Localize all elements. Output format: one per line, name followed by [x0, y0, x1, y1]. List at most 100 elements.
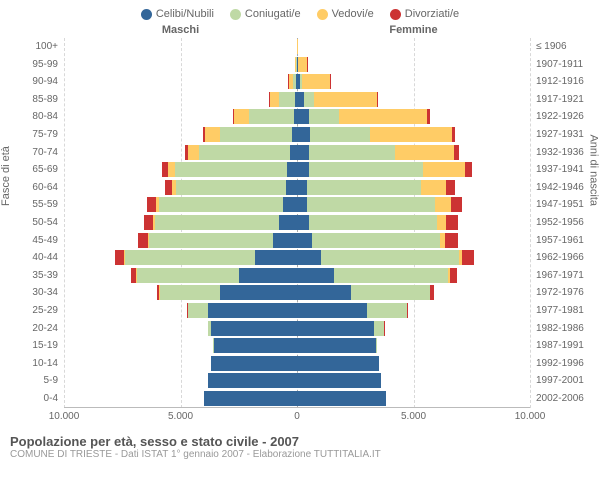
bar-segment	[136, 268, 239, 283]
birth-label: 1997-2001	[530, 372, 584, 390]
bar-segment	[147, 197, 156, 212]
age-label: 85-89	[32, 91, 64, 109]
bar-segment	[376, 338, 377, 353]
legend-divorziati: Divorziati/e	[390, 8, 459, 20]
bar-segment	[307, 180, 421, 195]
female-half	[297, 161, 530, 179]
bar-segment	[446, 180, 455, 195]
male-half	[64, 267, 297, 285]
female-half	[297, 320, 530, 338]
bar-segment	[279, 215, 297, 230]
age-row: 15-191987-1991	[64, 337, 530, 355]
age-row: 30-341972-1976	[64, 284, 530, 302]
bar-segment	[297, 303, 367, 318]
legend-coniugati: Coniugati/e	[230, 8, 301, 20]
bar-segment	[312, 233, 440, 248]
bar-segment	[452, 127, 455, 142]
bar-segment	[144, 215, 154, 230]
birth-label: 1982-1986	[530, 320, 584, 338]
bar-segment	[279, 92, 295, 107]
legend-label: Vedovi/e	[332, 8, 374, 20]
bar-segment	[149, 233, 272, 248]
legend-swatch-divorziati	[390, 9, 401, 20]
age-row: 40-441962-1966	[64, 249, 530, 267]
bar-segment	[321, 250, 458, 265]
age-label: 40-44	[32, 249, 64, 267]
bar-segment	[205, 127, 219, 142]
bar-segment	[297, 92, 304, 107]
y-axis-left-title: Fasce di età	[0, 146, 12, 206]
bar-segment	[176, 180, 286, 195]
male-half	[64, 337, 297, 355]
bar-segment	[233, 109, 234, 124]
male-half	[64, 126, 297, 144]
bar-segment	[309, 162, 423, 177]
bar-segment	[367, 303, 407, 318]
male-half	[64, 196, 297, 214]
bar-segment	[445, 233, 458, 248]
bar-segment	[208, 303, 297, 318]
bar-segment	[437, 215, 446, 230]
male-half	[64, 144, 297, 162]
birth-label: 1957-1961	[530, 232, 584, 250]
birth-label: 1932-1936	[530, 144, 584, 162]
male-half	[64, 179, 297, 197]
bar-segment	[165, 180, 172, 195]
birth-label: 1917-1921	[530, 91, 584, 109]
male-half	[64, 372, 297, 390]
female-half	[297, 267, 530, 285]
age-label: 90-94	[32, 73, 64, 91]
bar-segment	[450, 268, 457, 283]
male-half	[64, 91, 297, 109]
bar-segment	[377, 92, 378, 107]
age-row: 25-291977-1981	[64, 302, 530, 320]
bar-segment	[374, 321, 384, 336]
birth-label: 2002-2006	[530, 390, 584, 408]
bar-segment	[168, 162, 175, 177]
male-half	[64, 214, 297, 232]
age-row: 35-391967-1971	[64, 267, 530, 285]
birth-label: 1987-1991	[530, 337, 584, 355]
bar-segment	[153, 215, 155, 230]
female-half	[297, 337, 530, 355]
age-label: 10-14	[32, 355, 64, 373]
male-half	[64, 108, 297, 126]
bar-segment	[297, 285, 351, 300]
bar-segment	[203, 127, 205, 142]
age-row: 100+≤ 1906	[64, 38, 530, 56]
legend-celibi: Celibi/Nubili	[141, 8, 214, 20]
bar-segment	[175, 162, 287, 177]
bar-segment	[220, 127, 292, 142]
chart-container: Celibi/Nubili Coniugati/e Vedovi/e Divor…	[0, 0, 600, 500]
bar-segment	[172, 180, 177, 195]
footer: Popolazione per età, sesso e stato civil…	[0, 428, 600, 460]
bar-segment	[125, 250, 255, 265]
x-tick: 10.000	[515, 411, 546, 422]
bar-segment	[211, 321, 297, 336]
bar-segment	[289, 74, 293, 89]
footer-subtitle: COMUNE DI TRIESTE - Dati ISTAT 1° gennai…	[10, 449, 590, 460]
bar-segment	[234, 109, 249, 124]
bar-segment	[188, 145, 198, 160]
age-row: 45-491957-1961	[64, 232, 530, 250]
bar-segment	[255, 250, 297, 265]
bar-segment	[297, 233, 312, 248]
age-label: 55-59	[32, 196, 64, 214]
bar-segment	[273, 233, 297, 248]
age-label: 100+	[35, 38, 64, 56]
bar-segment	[156, 197, 159, 212]
bar-segment	[220, 285, 297, 300]
bar-segment	[286, 180, 297, 195]
bar-segment	[297, 180, 307, 195]
female-half	[297, 179, 530, 197]
bar-segment	[451, 197, 463, 212]
bar-segment	[208, 373, 297, 388]
female-half	[297, 38, 530, 56]
age-label: 0-4	[44, 390, 64, 408]
age-label: 50-54	[32, 214, 64, 232]
bar-segment	[249, 109, 293, 124]
bar-segment	[309, 109, 339, 124]
female-half	[297, 73, 530, 91]
bar-segment	[213, 338, 297, 353]
bar-segment	[199, 145, 290, 160]
